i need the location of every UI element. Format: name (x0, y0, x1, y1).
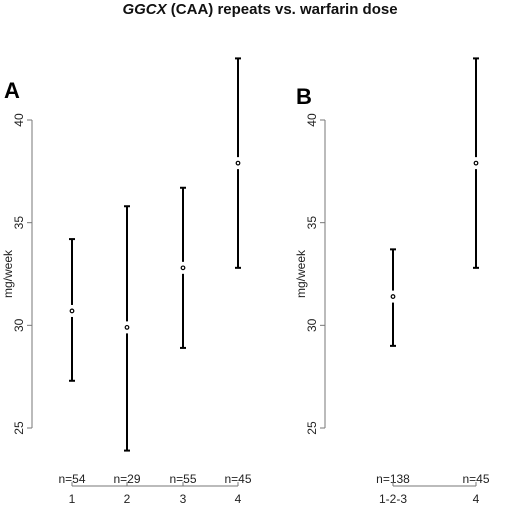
category-label: 1 (69, 492, 76, 506)
category-label: 1-2-3 (379, 492, 407, 506)
category-label: 4 (235, 492, 242, 506)
n-label: n=54 (58, 472, 85, 486)
n-label: n=45 (462, 472, 489, 486)
y-tick-label: 35 (305, 216, 319, 230)
mean-point (473, 160, 479, 166)
y-tick-label: 35 (12, 216, 26, 230)
n-label: n=138 (376, 472, 410, 486)
panel-letter-A: A (4, 78, 20, 103)
panel-letter-B: B (296, 84, 312, 109)
y-axis-label: mg/week (294, 249, 308, 298)
title-gene: GGCX (122, 1, 167, 18)
y-tick-label: 25 (12, 421, 26, 435)
mean-point (390, 294, 396, 299)
y-axis-label: mg/week (1, 249, 15, 298)
n-label: n=45 (224, 472, 251, 486)
n-label: n=55 (169, 472, 196, 486)
mean-point (235, 160, 241, 166)
y-tick-label: 40 (305, 113, 319, 127)
category-label: 4 (473, 492, 480, 506)
mean-point (69, 308, 75, 314)
mean-point (180, 265, 186, 271)
y-tick-label: 30 (305, 318, 319, 332)
n-label: n=29 (113, 472, 140, 486)
title-rest: (CAA) repeats vs. warfarin dose (166, 1, 398, 18)
chart-title: GGCX (CAA) repeats vs. warfarin dose (0, 0, 520, 20)
y-tick-label: 40 (12, 113, 26, 127)
y-tick-label: 30 (12, 318, 26, 332)
category-label: 2 (124, 492, 131, 506)
category-label: 3 (180, 492, 187, 506)
y-tick-label: 25 (305, 421, 319, 435)
mean-point (124, 324, 130, 330)
